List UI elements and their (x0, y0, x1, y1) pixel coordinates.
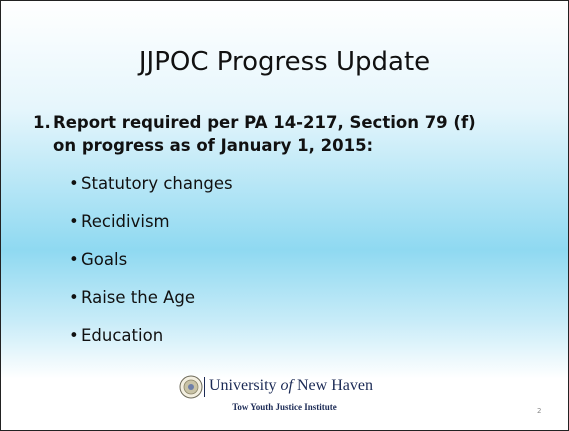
bullet-dot: • (69, 250, 79, 269)
item-line: on progress as of January 1, 2015: (53, 136, 374, 155)
bullet: • Education (69, 326, 163, 345)
bullet: • Raise the Age (69, 288, 195, 307)
bullet-dot: • (69, 174, 79, 193)
page-number: 2 (537, 407, 542, 415)
university-seal (179, 375, 203, 399)
divider (204, 377, 205, 397)
bullet-text: Raise the Age (81, 288, 196, 307)
institute-name: Tow Youth Justice Institute (232, 402, 337, 412)
slide-title: JJPOC Progress Update (138, 47, 431, 77)
bullet: • Statutory changes (69, 174, 233, 193)
university-name: University of New Haven (209, 377, 373, 395)
bullet-text: Goals (81, 250, 128, 269)
bullet-text: Recidivism (81, 212, 170, 231)
item-number: 1. (33, 113, 51, 132)
text: of (280, 377, 293, 394)
text: New Haven (297, 377, 373, 394)
bullet: • Goals (69, 250, 127, 269)
bullet-dot: • (69, 212, 79, 231)
bullet-text: Statutory changes (81, 174, 233, 193)
bullet-dot: • (69, 326, 79, 345)
item-line: Report required per PA 14-217, Section 7… (53, 113, 476, 132)
bullet-text: Education (81, 326, 164, 345)
bullet-dot: • (69, 288, 79, 307)
text: University (209, 377, 277, 394)
bullet: • Recidivism (69, 212, 170, 231)
